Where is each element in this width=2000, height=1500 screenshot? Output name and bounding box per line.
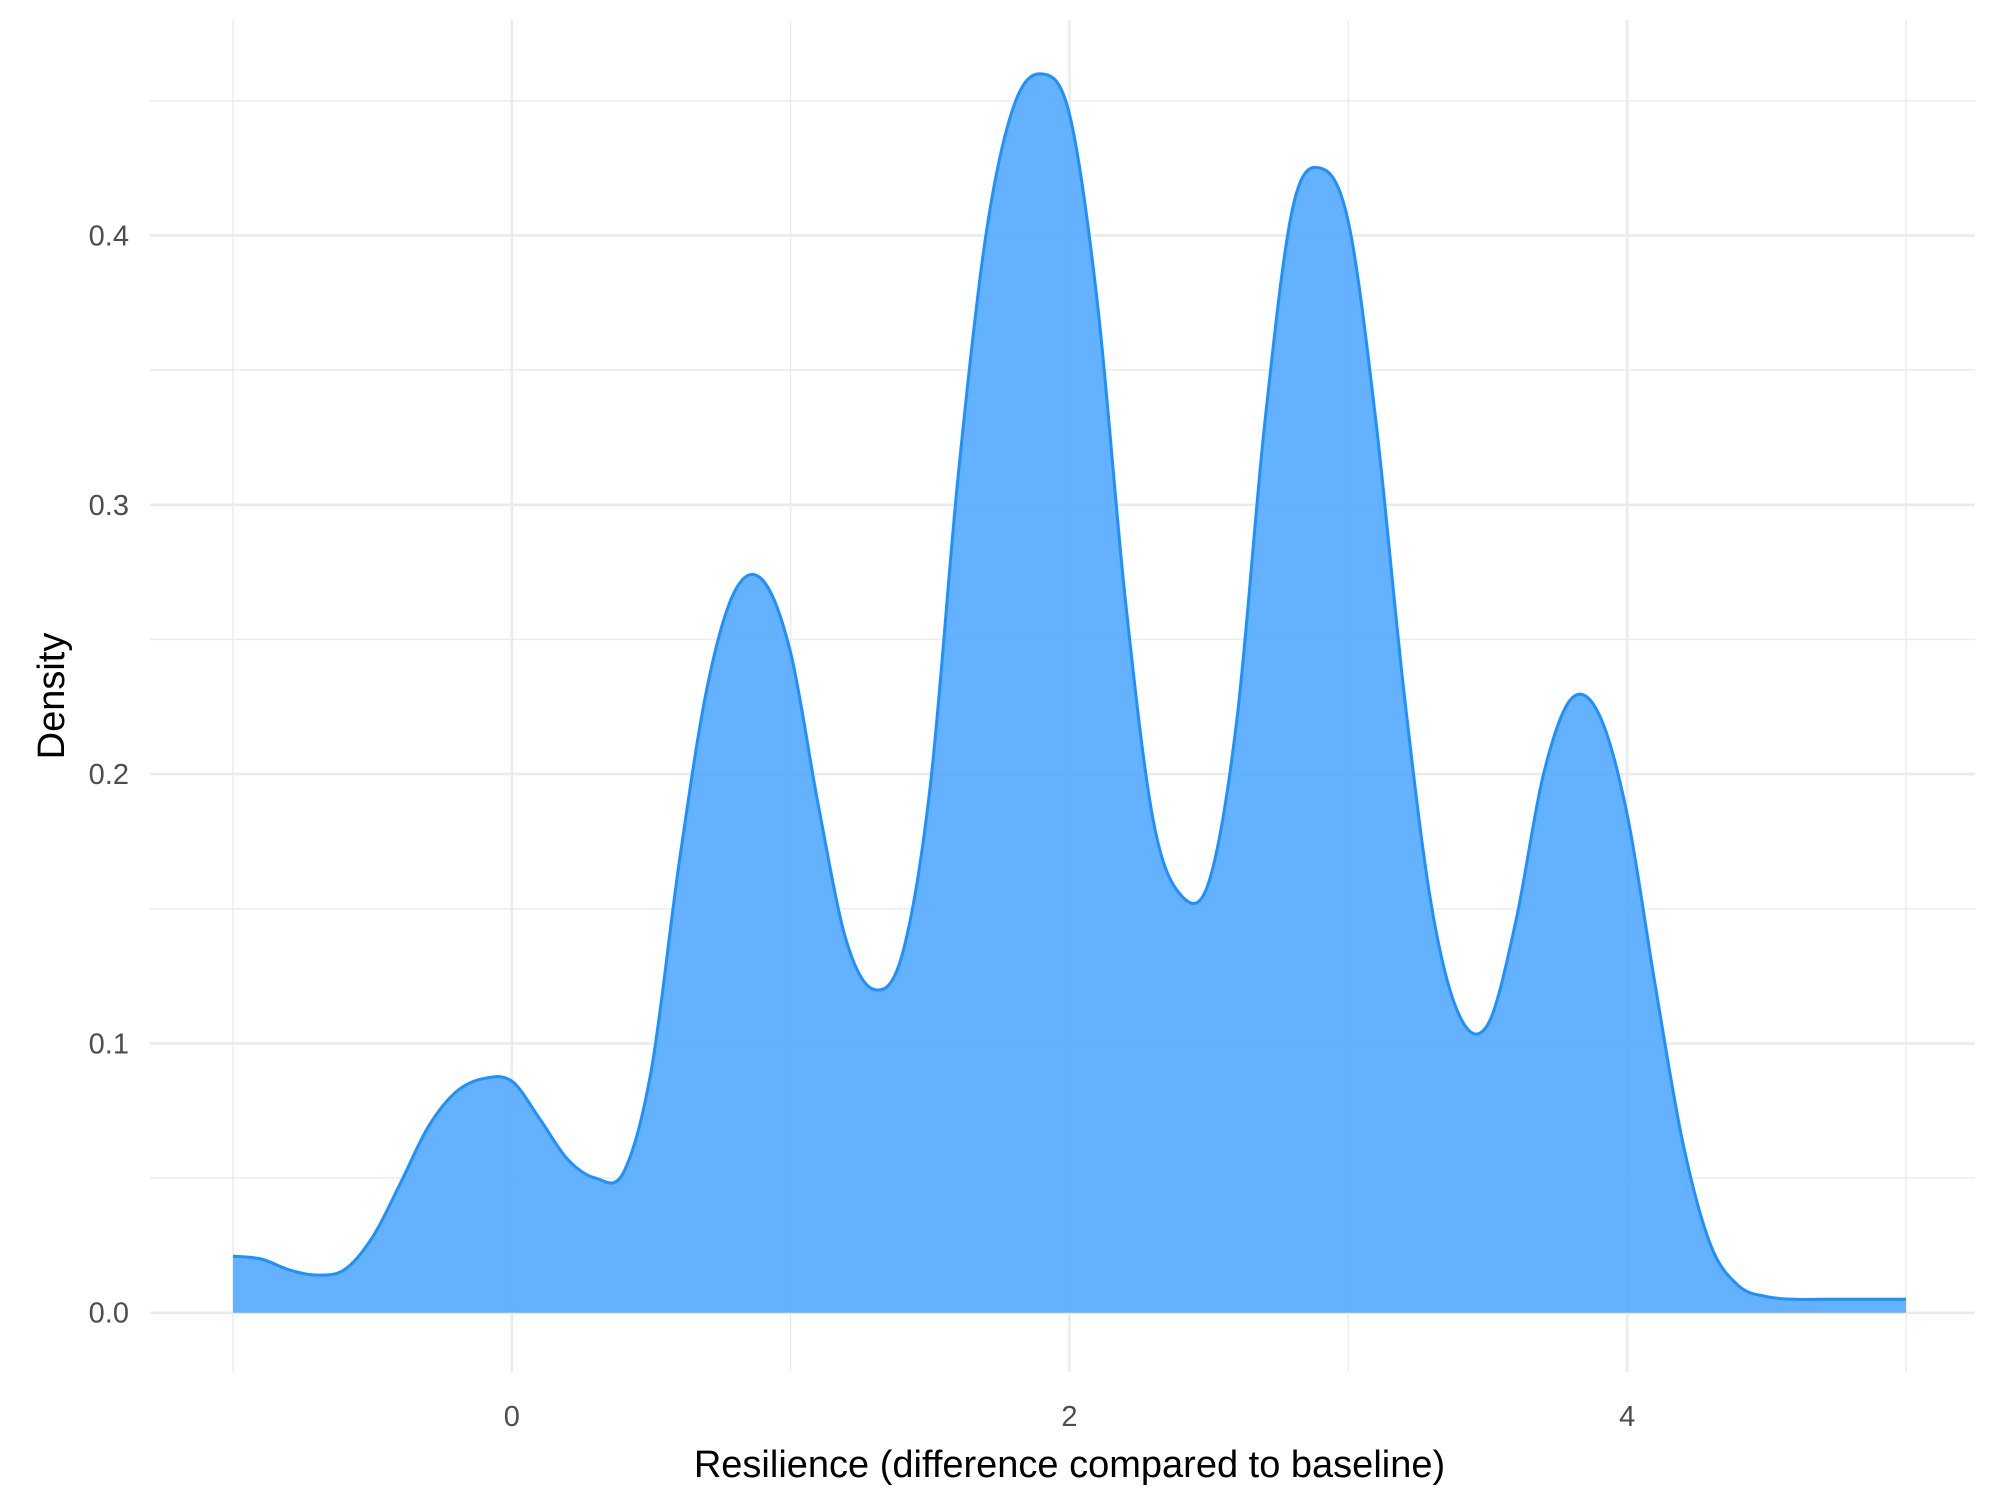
y-tick-label: 0.2: [89, 759, 129, 791]
x-tick-label: 2: [1061, 1401, 1077, 1433]
x-axis-ticks: 0 2 4: [504, 1401, 1635, 1433]
density-line: [232, 72, 1906, 1301]
y-tick-label: 0.0: [89, 1298, 129, 1330]
x-axis-title: Resilience (difference compared to basel…: [694, 1444, 1445, 1486]
y-tick-label: 0.1: [89, 1028, 129, 1060]
y-tick-label: 0.3: [89, 490, 129, 522]
x-tick-label: 0: [504, 1401, 520, 1433]
density-area: [233, 73, 1906, 1313]
x-tick-label: 4: [1619, 1401, 1635, 1433]
y-tick-label: 0.4: [89, 220, 129, 252]
y-axis-ticks: 0.0 0.1 0.2 0.3 0.4: [89, 220, 129, 1329]
y-axis-title: Density: [31, 633, 73, 760]
